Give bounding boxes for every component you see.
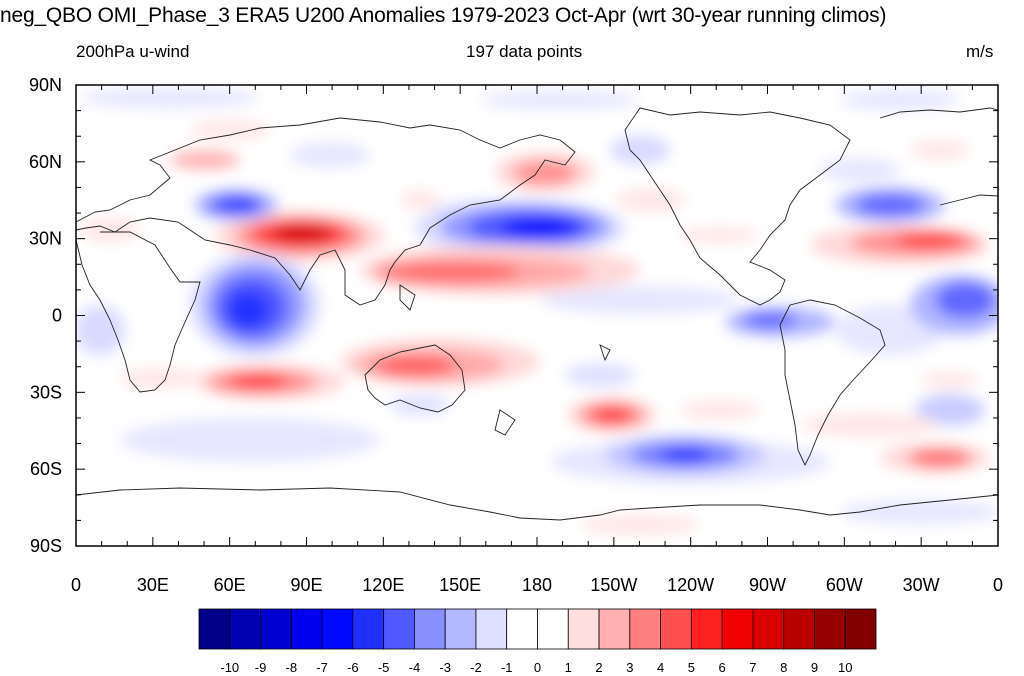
axis-ticks bbox=[75, 84, 999, 547]
colorbar-swatch bbox=[506, 608, 538, 650]
colorbar-label: -2 bbox=[470, 660, 482, 675]
lon-tick-label: 60E bbox=[214, 575, 246, 595]
colorbar-swatch bbox=[475, 608, 508, 650]
lon-tick-label: 90W bbox=[749, 575, 786, 595]
colorbar-swatch bbox=[567, 608, 600, 650]
colorbar-label: -5 bbox=[378, 660, 390, 675]
colorbar-swatch bbox=[290, 608, 323, 650]
anomaly-shading bbox=[76, 88, 998, 535]
colorbar-label: 4 bbox=[657, 660, 664, 675]
variable-label: 200hPa u-wind bbox=[76, 42, 190, 61]
colorbar-swatch bbox=[721, 608, 754, 650]
lon-tick-label: 180 bbox=[522, 575, 552, 595]
latitude-labels: 90N 60N 30N 0 30S 60S 90S bbox=[29, 75, 62, 556]
lat-tick-label: 30N bbox=[29, 229, 62, 249]
colorbar-label: -10 bbox=[220, 660, 239, 675]
colorbar-label: -1 bbox=[501, 660, 513, 675]
colorbar-swatch bbox=[321, 608, 354, 650]
colorbar-label: 6 bbox=[719, 660, 726, 675]
colorbar-swatch bbox=[229, 608, 261, 650]
colorbar-label: -7 bbox=[316, 660, 328, 675]
lon-tick-label: 30E bbox=[137, 575, 169, 595]
colorbar-swatch bbox=[414, 608, 446, 650]
coastlines bbox=[76, 107, 998, 521]
lat-tick-label: 90N bbox=[29, 75, 62, 95]
colorbar-label: -9 bbox=[255, 660, 267, 675]
colorbar-label: 7 bbox=[749, 660, 756, 675]
colorbar-label: -4 bbox=[409, 660, 421, 675]
colorbar-swatch bbox=[752, 608, 785, 650]
colorbar-label: 10 bbox=[838, 660, 852, 675]
colorbar-label: 5 bbox=[688, 660, 695, 675]
colorbar-label: -6 bbox=[347, 660, 359, 675]
colorbar-swatch bbox=[198, 608, 231, 650]
colorbar-swatch bbox=[598, 608, 631, 650]
lat-tick-label: 90S bbox=[30, 536, 62, 556]
lat-tick-label: 30S bbox=[30, 382, 62, 402]
colorbar-label: -3 bbox=[439, 660, 451, 675]
colorbar-label: 9 bbox=[811, 660, 818, 675]
colorbar: -10 -9 -8 -7 -6 -5 -4 -3 -2 -1 0 1 2 3 4 5 6 7 8 9 10 bbox=[198, 608, 877, 675]
colorbar-label: 1 bbox=[565, 660, 572, 675]
colorbar-swatch bbox=[352, 608, 385, 650]
lon-tick-label: 150E bbox=[439, 575, 481, 595]
data-count-label: 197 data points bbox=[466, 42, 583, 61]
units-label: m/s bbox=[966, 42, 994, 61]
lat-tick-label: 0 bbox=[52, 306, 62, 326]
lon-tick-label: 0 bbox=[993, 575, 1003, 595]
colorbar-swatch bbox=[537, 608, 569, 650]
colorbar-swatch bbox=[814, 608, 846, 650]
colorbar-swatch bbox=[844, 608, 877, 650]
lon-tick-label: 150W bbox=[590, 575, 637, 595]
colorbar-swatch bbox=[629, 608, 661, 650]
lon-tick-label: 120W bbox=[667, 575, 714, 595]
lon-tick-label: 30W bbox=[903, 575, 940, 595]
colorbar-swatch bbox=[783, 608, 815, 650]
lat-tick-label: 60S bbox=[30, 459, 62, 479]
colorbar-swatch bbox=[660, 608, 692, 650]
lat-tick-label: 60N bbox=[29, 152, 62, 172]
colorbar-label: -8 bbox=[286, 660, 298, 675]
colorbar-swatch bbox=[383, 608, 415, 650]
lon-tick-label: 0 bbox=[71, 575, 81, 595]
colorbar-swatch bbox=[690, 608, 723, 650]
lon-tick-label: 60W bbox=[826, 575, 863, 595]
colorbar-label: 3 bbox=[626, 660, 633, 675]
lon-tick-label: 90E bbox=[290, 575, 322, 595]
lon-tick-label: 120E bbox=[362, 575, 404, 595]
colorbar-label: 2 bbox=[595, 660, 602, 675]
colorbar-label: 0 bbox=[534, 660, 541, 675]
colorbar-swatch bbox=[444, 608, 477, 650]
colorbar-label: 8 bbox=[780, 660, 787, 675]
longitude-labels: 0 30E 60E 90E 120E 150E 180 150W 120W 90W 60W 30W 0 bbox=[71, 575, 1003, 595]
colorbar-swatch bbox=[260, 608, 292, 650]
figure-title: neg_QBO OMI_Phase_3 ERA5 U200 Anomalies … bbox=[0, 4, 887, 27]
map-plot-area bbox=[76, 85, 998, 546]
